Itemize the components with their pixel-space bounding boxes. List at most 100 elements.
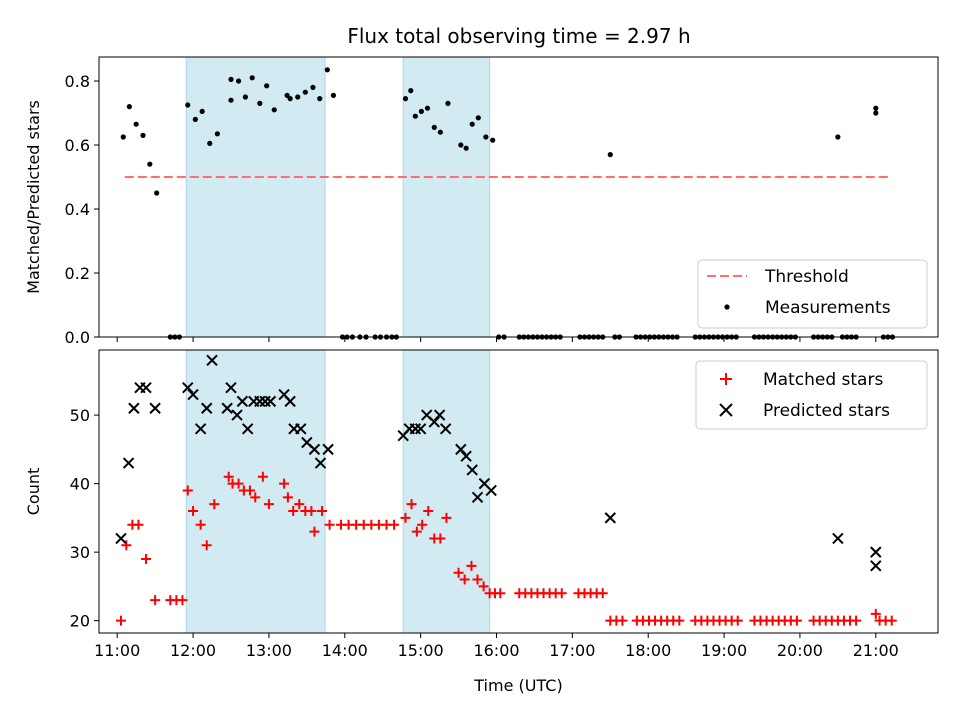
matched-star-point <box>317 506 328 517</box>
measurement-point <box>242 94 249 100</box>
matched-star-point <box>472 574 483 585</box>
measurement-point <box>228 76 234 82</box>
predicted-star-point <box>122 457 135 469</box>
legend-measurement-swatch <box>724 304 730 310</box>
shaded-span <box>402 349 491 634</box>
predicted-star-point <box>206 354 218 366</box>
matched-star-point <box>732 615 743 626</box>
x-tick-label: 12:00 <box>170 641 216 660</box>
shaded-span <box>402 56 491 338</box>
predicted-star-point <box>187 388 199 401</box>
matched-star-point <box>263 499 274 510</box>
matched-star-point <box>459 574 470 585</box>
matched-star-point <box>851 615 862 626</box>
measurement-point <box>192 116 198 122</box>
predicted-star-point <box>231 409 243 421</box>
matched-star-point <box>233 478 244 489</box>
matched-star-point <box>478 581 489 592</box>
matched-star-point <box>182 485 193 496</box>
matched-star-point <box>453 567 464 578</box>
predicted-star-point <box>149 402 161 414</box>
measurement-point <box>431 124 437 130</box>
measurement-point <box>483 134 489 140</box>
y-tick-label: 40 <box>70 475 90 494</box>
matched-star-point <box>441 512 452 523</box>
measurement-point <box>120 134 126 140</box>
measurement-point <box>490 137 496 143</box>
matched-star-point <box>177 595 188 606</box>
predicted-star-point <box>604 512 616 524</box>
axes-frame <box>98 349 939 634</box>
matched-star-point <box>201 540 212 551</box>
matched-star-point <box>417 519 428 530</box>
x-tick-label: 14:00 <box>322 641 368 660</box>
y-tick-label: 0.8 <box>65 72 90 91</box>
predicted-star-point <box>460 450 472 462</box>
legend-matched-swatch <box>720 373 732 385</box>
measurement-point <box>873 110 879 116</box>
predicted-star-point <box>225 381 237 394</box>
measurement-point <box>330 92 337 98</box>
matched-star-point <box>423 506 434 517</box>
y-tick-label: 0.6 <box>65 136 90 155</box>
legend-box <box>695 360 928 430</box>
measurement-point <box>264 83 270 89</box>
measurement-point <box>317 96 323 102</box>
measurement-point <box>463 145 469 151</box>
y-tick-label: 20 <box>70 612 90 631</box>
legend: Matched stars Predicted stars <box>695 360 928 430</box>
matched-star-point <box>406 499 417 510</box>
matched-star-point <box>495 588 506 599</box>
legend-box <box>697 259 928 329</box>
measurement-point <box>302 89 308 95</box>
matched-star-point <box>674 615 685 626</box>
predicted-star-point <box>314 457 327 469</box>
matched-star-point <box>791 615 802 626</box>
x-tick-label: 20:00 <box>777 641 823 660</box>
matched-star-point <box>411 526 422 537</box>
measurement-point <box>185 102 191 108</box>
y-tick-label: 50 <box>70 406 90 425</box>
measurement-point <box>835 134 841 140</box>
measurement-point <box>418 108 425 114</box>
y-axis-label: Count <box>24 468 43 516</box>
measurement-point <box>207 140 213 146</box>
top-panel-ratio: 0.0 0.2 0.4 0.6 0.8 Matched/Predicted stars Th… <box>24 56 939 347</box>
measurement-point <box>475 115 481 121</box>
matched-star-point <box>400 512 411 523</box>
measurement-point <box>445 100 451 106</box>
measurement-point <box>235 78 242 84</box>
measurement-point <box>133 121 139 127</box>
matched-star-point <box>209 499 220 510</box>
matched-star-point <box>556 588 567 599</box>
matched-star-point <box>389 519 400 530</box>
predicted-star-point <box>241 423 254 435</box>
measurement-point <box>469 121 475 127</box>
matched-star-point <box>617 615 628 626</box>
matched-star-point <box>115 615 126 626</box>
predicted-star-point <box>194 423 207 435</box>
matched-star-point <box>141 553 152 564</box>
measurement-point <box>408 88 414 94</box>
measurement-point <box>437 129 443 135</box>
x-tick-label: 17:00 <box>549 641 595 660</box>
matched-star-point <box>279 478 290 489</box>
measurement-point <box>607 152 613 158</box>
measurement-point <box>324 67 330 73</box>
legend: Threshold Measurements <box>697 259 928 329</box>
measurement-point <box>249 75 255 81</box>
y-tick-label: 0.2 <box>65 264 90 283</box>
x-tick-label: 11:00 <box>94 641 140 660</box>
legend-threshold-label: Threshold <box>764 267 849 287</box>
shaded-span <box>185 349 326 634</box>
predicted-star-point <box>870 560 882 572</box>
x-tick-label: 13:00 <box>246 641 292 660</box>
predicted-star-point <box>414 423 427 435</box>
measurement-point <box>257 100 263 106</box>
predicted-star-point <box>221 402 233 414</box>
shaded-span <box>185 56 326 338</box>
matched-star-point <box>188 506 199 517</box>
predicted-star-point <box>284 395 296 408</box>
predicted-star-point <box>128 402 140 414</box>
